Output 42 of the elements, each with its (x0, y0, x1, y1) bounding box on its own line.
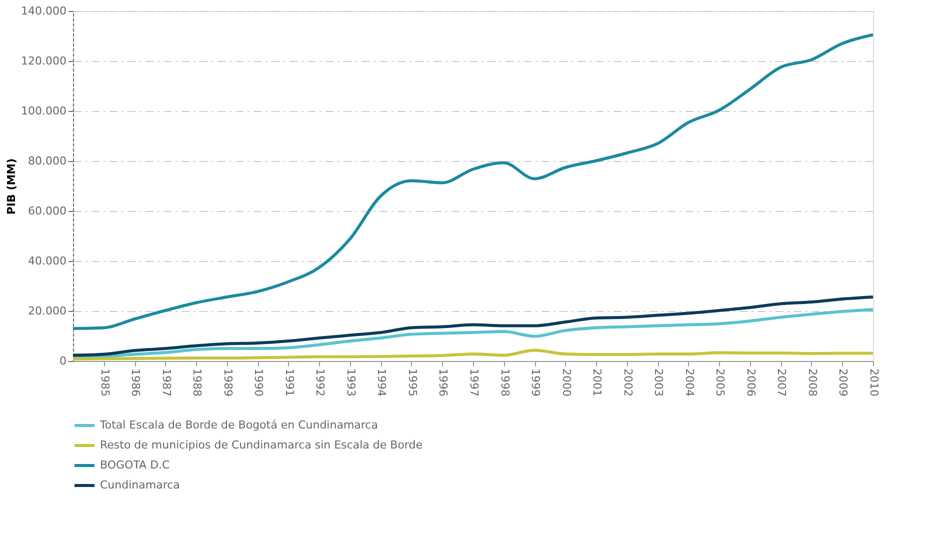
x-tick-label: 1994 (375, 368, 388, 396)
x-tick-label: 2008 (806, 368, 819, 396)
x-tick-label: 1988 (190, 368, 204, 396)
y-tick-label: 120.000 (21, 54, 66, 68)
line-series (72, 296, 874, 357)
x-tick-label: 2004 (682, 368, 696, 396)
y-tick-label: 0 (60, 354, 66, 368)
y-axis-title: PIB (MM) (5, 158, 18, 215)
line-series (72, 33, 874, 330)
x-tick-label: 2001 (590, 368, 604, 396)
x-tick-label: 1985 (98, 368, 112, 396)
legend-label: Cundinamarca (100, 478, 180, 492)
x-tick-label: 1987 (160, 368, 173, 396)
y-tick-label: 140.000 (21, 4, 66, 18)
x-tick-label: 1986 (129, 368, 142, 396)
x-tick-label: 1997 (468, 368, 480, 396)
x-tick-label: 2006 (744, 368, 758, 396)
legend-label: Resto de municipios de Cundinamarca sin Escala de Borde (100, 438, 423, 452)
line-series (72, 308, 874, 359)
x-tick-label: 1995 (406, 368, 419, 396)
x-tick-label: 2010 (868, 368, 880, 396)
x-tick-label: 1991 (282, 368, 296, 396)
x-tick-label: 1993 (344, 368, 358, 396)
x-tick-label: 1998 (498, 368, 512, 396)
y-tick-label: 100.000 (21, 104, 66, 118)
y-tick-label: 40.000 (28, 254, 66, 268)
y-tick-label: 20.000 (28, 304, 66, 318)
y-tick-label: 60.000 (28, 204, 66, 218)
x-tick-label: 2000 (560, 368, 573, 396)
x-tick-label: 1996 (436, 368, 450, 396)
x-tick-label: 1990 (252, 368, 266, 396)
x-tick-label: 2003 (652, 368, 666, 396)
x-tick-label: 2005 (714, 368, 727, 396)
y-tick-label: 80.000 (28, 154, 66, 168)
x-tick-label: 2009 (836, 368, 850, 396)
x-tick-label: 2002 (621, 368, 634, 396)
x-tick-label: 1992 (314, 368, 327, 396)
legend-label: Total Escala de Borde de Bogotá en Cundinamarca (99, 418, 378, 432)
x-tick-label: 1999 (529, 368, 542, 396)
x-tick-label: 2007 (775, 368, 788, 396)
x-tick-label: 1989 (221, 368, 234, 396)
legend-label: BOGOTA D.C (100, 458, 170, 472)
